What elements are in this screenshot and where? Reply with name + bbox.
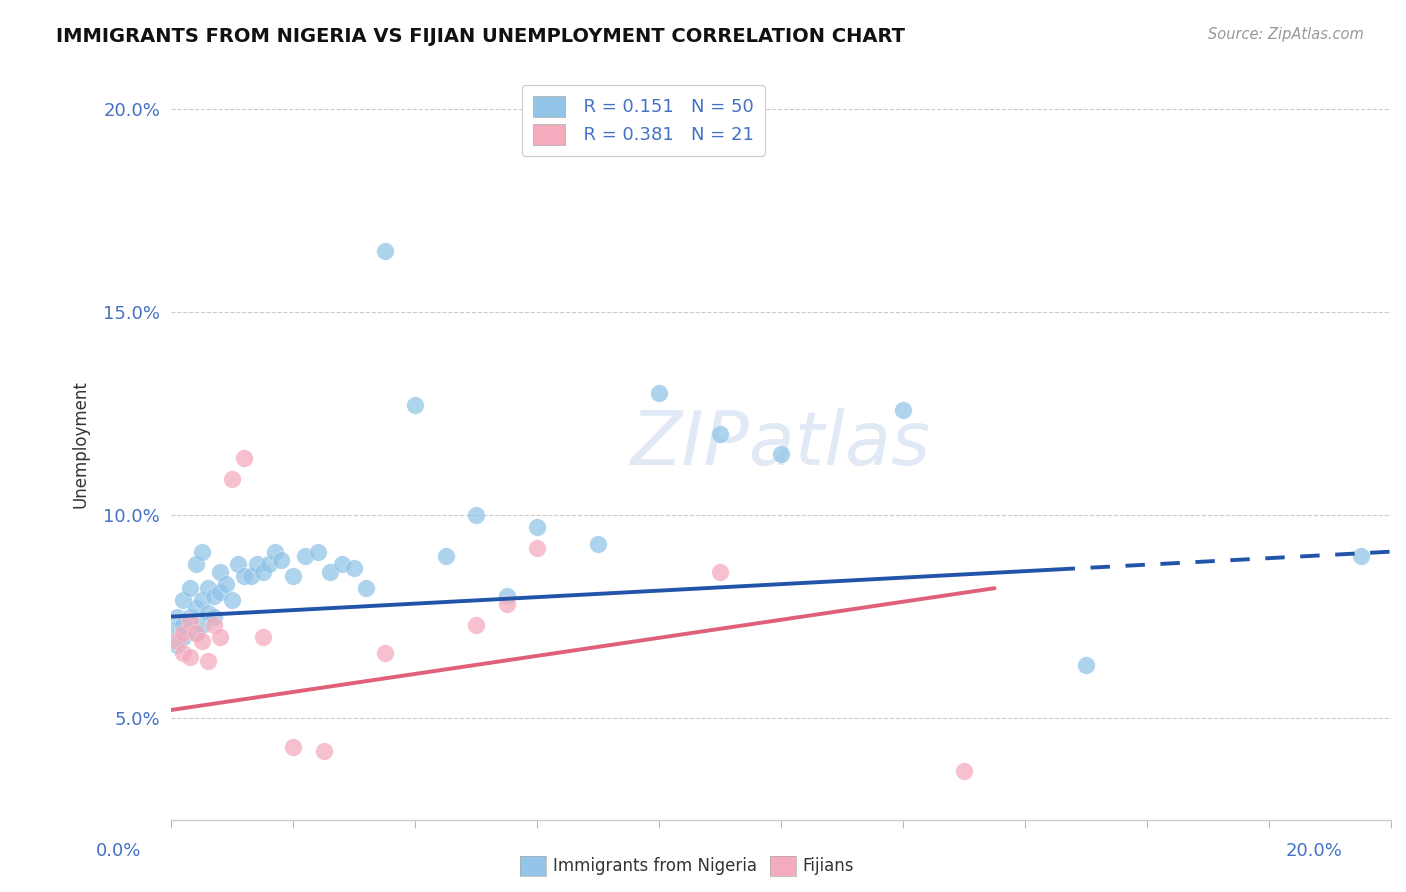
Point bbox=[172, 593, 194, 607]
Point bbox=[228, 557, 250, 571]
Point bbox=[197, 606, 219, 620]
Legend:   R = 0.151   N = 50,   R = 0.381   N = 21: R = 0.151 N = 50, R = 0.381 N = 21 bbox=[522, 85, 765, 156]
Point bbox=[166, 638, 188, 652]
Point bbox=[356, 581, 378, 595]
Point bbox=[239, 569, 262, 583]
Y-axis label: Unemployment: Unemployment bbox=[72, 380, 89, 508]
Point bbox=[252, 630, 274, 644]
Point bbox=[179, 614, 201, 628]
Point bbox=[374, 244, 396, 259]
Point bbox=[172, 617, 194, 632]
Point bbox=[172, 630, 194, 644]
Point bbox=[166, 622, 188, 636]
Text: IMMIGRANTS FROM NIGERIA VS FIJIAN UNEMPLOYMENT CORRELATION CHART: IMMIGRANTS FROM NIGERIA VS FIJIAN UNEMPL… bbox=[56, 27, 905, 45]
Point bbox=[208, 565, 231, 579]
Point bbox=[246, 557, 269, 571]
Point bbox=[184, 601, 207, 615]
Point bbox=[264, 544, 287, 558]
Point bbox=[891, 402, 914, 417]
Point bbox=[526, 520, 548, 534]
Point bbox=[319, 565, 342, 579]
Point bbox=[374, 646, 396, 660]
Point bbox=[202, 609, 225, 624]
Point bbox=[709, 565, 731, 579]
Point bbox=[330, 557, 353, 571]
Point bbox=[252, 565, 274, 579]
Point bbox=[197, 581, 219, 595]
Point bbox=[215, 577, 238, 591]
Point bbox=[1350, 549, 1372, 563]
Point bbox=[495, 598, 517, 612]
Point bbox=[172, 646, 194, 660]
Point bbox=[179, 609, 201, 624]
Point bbox=[294, 549, 316, 563]
Point bbox=[233, 451, 256, 466]
Text: Source: ZipAtlas.com: Source: ZipAtlas.com bbox=[1208, 27, 1364, 42]
Point bbox=[184, 557, 207, 571]
Point bbox=[465, 617, 488, 632]
Point bbox=[179, 650, 201, 665]
Point bbox=[283, 569, 305, 583]
Point bbox=[233, 569, 256, 583]
Point bbox=[770, 447, 793, 461]
Point bbox=[526, 541, 548, 555]
Point bbox=[184, 625, 207, 640]
Text: Immigrants from Nigeria: Immigrants from Nigeria bbox=[553, 857, 756, 875]
Point bbox=[221, 472, 243, 486]
Point bbox=[434, 549, 457, 563]
Point bbox=[257, 557, 280, 571]
Point bbox=[190, 593, 212, 607]
Point bbox=[190, 617, 212, 632]
Point bbox=[166, 609, 188, 624]
Point bbox=[709, 426, 731, 441]
Point bbox=[495, 590, 517, 604]
Point bbox=[208, 585, 231, 599]
Point bbox=[184, 625, 207, 640]
Point bbox=[648, 386, 671, 401]
Point bbox=[202, 590, 225, 604]
Point bbox=[172, 625, 194, 640]
Point bbox=[586, 536, 609, 550]
Point bbox=[307, 544, 329, 558]
Point bbox=[1074, 658, 1097, 673]
Point bbox=[465, 508, 488, 522]
Point bbox=[190, 634, 212, 648]
Point bbox=[197, 654, 219, 668]
Point bbox=[953, 764, 976, 778]
Point bbox=[312, 743, 335, 757]
Text: 20.0%: 20.0% bbox=[1286, 842, 1343, 860]
Point bbox=[179, 581, 201, 595]
Point bbox=[221, 593, 243, 607]
Point bbox=[190, 544, 212, 558]
Point bbox=[202, 617, 225, 632]
Point bbox=[343, 561, 366, 575]
Point bbox=[166, 634, 188, 648]
Point bbox=[270, 553, 292, 567]
Text: ZIPatlas: ZIPatlas bbox=[631, 408, 931, 480]
Point bbox=[283, 739, 305, 754]
Point bbox=[208, 630, 231, 644]
Point bbox=[404, 399, 426, 413]
Text: 0.0%: 0.0% bbox=[96, 842, 141, 860]
Text: Fijians: Fijians bbox=[803, 857, 855, 875]
